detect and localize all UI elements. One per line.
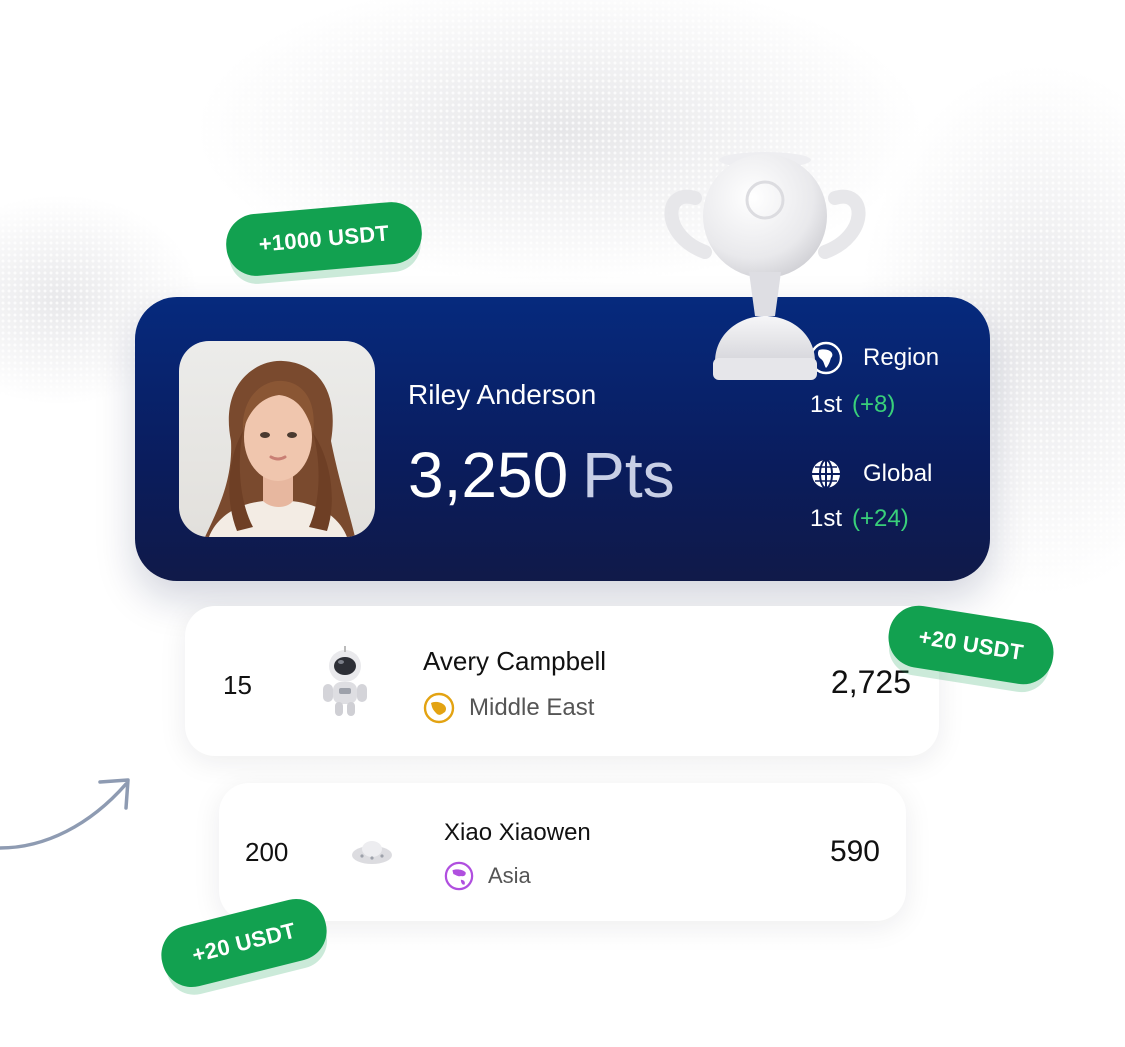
- global-label: Global: [863, 460, 933, 487]
- row-rank: 200: [245, 837, 289, 867]
- row-rank: 15: [223, 670, 252, 700]
- ufo-avatar-icon: [352, 841, 392, 864]
- global-stat-label: Global: [809, 457, 932, 491]
- user-score-card: Riley Anderson 3,250 Pts Region 1st (+8) G…: [135, 297, 990, 581]
- asia-globe-icon: [444, 861, 474, 891]
- row-region: Middle East: [423, 692, 594, 724]
- region-label: Region: [863, 344, 940, 371]
- region-rank: 1st (+8): [810, 391, 895, 419]
- global-rank-delta: (+24): [852, 505, 909, 532]
- region-rank-delta: (+8): [852, 391, 896, 418]
- user-points: 3,250 Pts: [408, 443, 675, 507]
- user-avatar: [179, 341, 375, 537]
- user-name: Riley Anderson: [408, 379, 597, 410]
- leaderboard-row[interactable]: 200 Xiao Xiaowen Asia 590: [219, 783, 906, 921]
- global-rank-value: 1st: [810, 505, 843, 532]
- global-rank: 1st (+24): [810, 505, 909, 533]
- astronaut-avatar-icon: [323, 646, 367, 716]
- curved-arrow-icon: [0, 778, 130, 850]
- region-rank-value: 1st: [810, 391, 843, 418]
- row-score: 2,725: [830, 664, 911, 700]
- row-region-label: Middle East: [469, 694, 595, 721]
- trophy-icon: [664, 152, 866, 380]
- globe-grid-icon: [812, 459, 840, 489]
- points-value: 3,250: [408, 439, 569, 511]
- points-unit: Pts: [582, 439, 675, 511]
- middle-east-globe-icon: [423, 692, 455, 724]
- row-player-name: Avery Campbell: [423, 646, 607, 676]
- row-region: Asia: [444, 861, 531, 891]
- region-stat-label: Region: [809, 341, 939, 375]
- row-region-label: Asia: [488, 863, 531, 888]
- row-player-name: Xiao Xiaowen: [444, 819, 591, 846]
- leaderboard-row[interactable]: 15 Avery Campbell Middle East 2,725: [185, 606, 939, 756]
- row-score: 590: [829, 835, 880, 868]
